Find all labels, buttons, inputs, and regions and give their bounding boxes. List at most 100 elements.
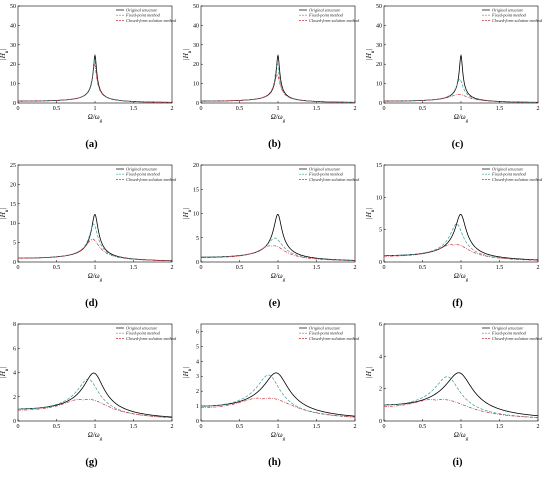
x-axis-label: Ω/ωg (454, 431, 469, 442)
y-tick-label: 10 (193, 82, 199, 88)
series-line-1 (201, 214, 355, 261)
series-line-3 (384, 399, 538, 419)
x-axis-label: Ω/ωg (454, 113, 469, 124)
y-tick-label: 20 (193, 62, 199, 68)
series-line-3 (384, 244, 538, 261)
x-tick-label: 0.5 (419, 106, 427, 112)
x-tick-label: 1 (277, 106, 280, 112)
y-tick-label: 4 (13, 371, 16, 377)
y-tick-label: 40 (376, 23, 382, 29)
series-line-2 (201, 374, 355, 418)
y-tick-label: 5 (196, 344, 199, 350)
y-axis-label: |Hu| (365, 208, 376, 219)
chart-panel-2: 0 0.5 1 1.5 2 0 10 20 30 40 50 Ω/ωg |Hu| Original str… (182, 0, 366, 159)
y-tick-label: 50 (10, 4, 16, 10)
legend-label: Closed-form solution method (126, 18, 177, 23)
y-tick-label: 0 (379, 260, 382, 266)
legend-label: Original structure (126, 326, 157, 331)
y-tick-label: 40 (10, 23, 16, 29)
legend-label: Closed-form solution method (309, 336, 360, 341)
x-tick-label: 0 (200, 424, 203, 430)
legend-label: Original structure (309, 326, 340, 331)
y-tick-label: 15 (10, 202, 16, 208)
y-axis-label: |Hu| (182, 49, 193, 60)
y-tick-label: 8 (13, 322, 16, 328)
chart-panel-9: 0 0.5 1 1.5 2 0 2 4 6 Ω/ωg |Hu| Original structure F… (365, 318, 549, 477)
x-tick-label: 0.5 (419, 265, 427, 271)
x-tick-label: 0 (383, 265, 386, 271)
y-tick-label: 3 (196, 374, 199, 380)
x-tick-label: 1 (460, 265, 463, 271)
legend-label: Closed-form solution method (309, 18, 360, 23)
series-line-1 (384, 54, 538, 103)
y-tick-label: 6 (196, 329, 199, 335)
y-tick-label: 1 (196, 404, 199, 410)
x-tick-label: 1 (277, 424, 280, 430)
legend-label: Closed-form solution method (492, 177, 543, 182)
x-axis-label: Ω/ωg (271, 113, 286, 124)
series-line-3 (18, 399, 172, 419)
chart-panel-7: 0 0.5 1 1.5 2 0 2 4 6 8 Ω/ωg |Hu| Original structure… (0, 318, 183, 477)
x-tick-label: 2 (354, 424, 357, 430)
x-tick-label: 0.5 (53, 424, 61, 430)
series-line-2 (384, 376, 538, 418)
panel-caption: (g) (85, 457, 98, 468)
legend-label: Closed-form solution method (126, 336, 177, 341)
panel-caption: (c) (451, 139, 464, 150)
legend-label: Original structure (492, 8, 523, 13)
x-tick-label: 1.5 (496, 424, 504, 430)
series-line-3 (18, 64, 172, 103)
panel-caption: (e) (268, 298, 281, 309)
plot-svg: 0 0.5 1 1.5 2 0 2 4 6 8 Ω/ωg |Hu| Original structure… (0, 322, 177, 442)
y-tick-label: 25 (10, 163, 16, 169)
x-tick-label: 1 (460, 106, 463, 112)
y-tick-label: 15 (193, 187, 199, 193)
x-tick-label: 0 (17, 424, 20, 430)
series-line-3 (201, 397, 355, 418)
y-tick-label: 0 (379, 101, 382, 107)
y-axis-label: |Hu| (365, 49, 376, 60)
y-tick-label: 0 (196, 260, 199, 266)
series-line-1 (384, 213, 538, 261)
series-line-3 (18, 238, 172, 262)
x-tick-label: 0 (200, 265, 203, 271)
x-tick-label: 0 (383, 106, 386, 112)
legend-label: Original structure (126, 8, 157, 13)
x-tick-label: 1.5 (130, 424, 138, 430)
legend-label: Fixed-point method (125, 13, 161, 18)
x-tick-label: 0 (17, 106, 20, 112)
y-tick-label: 0 (13, 101, 16, 107)
y-tick-label: 20 (10, 182, 16, 188)
legend-label: Original structure (309, 8, 340, 13)
x-axis-label: Ω/ωg (271, 272, 286, 283)
x-axis-label: Ω/ωg (271, 431, 286, 442)
x-axis-label: Ω/ωg (454, 272, 469, 283)
y-tick-label: 0 (196, 101, 199, 107)
y-tick-label: 0 (13, 419, 16, 425)
y-axis-label: |Hu| (0, 49, 10, 60)
y-tick-label: 4 (379, 354, 382, 360)
x-tick-label: 1 (277, 265, 280, 271)
y-axis-label: |Hu| (365, 367, 376, 378)
x-tick-label: 1.5 (313, 106, 321, 112)
x-tick-label: 2 (537, 424, 540, 430)
y-tick-label: 2 (13, 395, 16, 401)
x-tick-label: 1.5 (496, 265, 504, 271)
y-tick-label: 30 (10, 43, 16, 49)
y-tick-label: 40 (193, 23, 199, 29)
chart-panel-8: 0 0.5 1 1.5 2 0 1 2 3 4 5 6 Ω/ωg |Hu| Original structu… (182, 318, 366, 477)
y-tick-label: 10 (376, 82, 382, 88)
x-tick-label: 1 (94, 265, 97, 271)
plot-svg: 0 0.5 1 1.5 2 0 5 10 15 Ω/ωg |Hu| Original structur… (365, 163, 543, 283)
x-tick-label: 0 (17, 265, 20, 271)
